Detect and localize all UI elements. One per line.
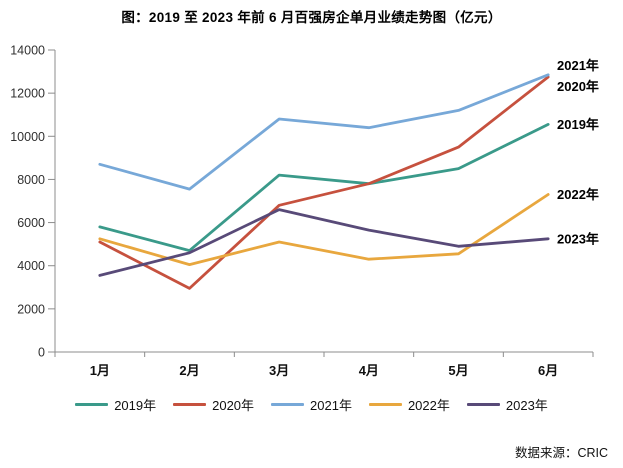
x-tick-label: 4月 (359, 363, 379, 378)
legend-label: 2023年 (505, 397, 548, 413)
y-tick-label: 14000 (10, 44, 45, 58)
series-line-2021年 (98, 73, 550, 191)
chart-legend: 2019年 2020年 2021年 2022年 2023年 (0, 394, 623, 414)
series-end-label-2019年: 2019年 (557, 117, 599, 132)
y-tick-label: 8000 (17, 173, 45, 187)
legend-item-2022年: 2022年 (368, 395, 450, 414)
y-tick-label: 6000 (17, 216, 45, 230)
series-end-label-2022年: 2022年 (557, 187, 599, 202)
chart-title: 图：2019 至 2023 年前 6 月百强房企单月业绩走势图（亿元） (121, 10, 502, 25)
x-tick-label: 5月 (448, 363, 468, 378)
data-source-note: 数据来源：CRIC (514, 446, 608, 460)
series-line-2023年 (98, 208, 550, 277)
y-tick-label: 0 (38, 346, 45, 360)
series-line-2022年 (98, 193, 550, 267)
legend-line-swatch (466, 402, 500, 406)
legend-line-swatch (271, 402, 305, 406)
y-tick-label: 4000 (17, 259, 45, 273)
legend-item-2023年: 2023年 (466, 395, 548, 414)
legend-label: 2022年 (407, 397, 450, 413)
legend-label: 2020年 (212, 397, 255, 413)
series-end-label-2021年: 2021年 (557, 58, 599, 73)
legend-label: 2021年 (310, 397, 352, 413)
legend-line-swatch (173, 402, 207, 406)
legend-line-swatch (368, 402, 402, 406)
y-tick-label: 2000 (17, 302, 45, 316)
legend-line-swatch (75, 402, 109, 406)
x-tick-label: 2月 (179, 363, 199, 378)
y-tick-label: 12000 (10, 87, 45, 101)
series-end-label-2023年: 2023年 (557, 231, 599, 246)
series-end-label-2020年: 2020年 (557, 79, 599, 94)
legend-item-2020年: 2020年 (173, 395, 254, 414)
y-tick-label: 10000 (10, 130, 45, 144)
legend-label: 2019年 (114, 397, 157, 413)
x-tick-label: 3月 (269, 363, 289, 378)
legend-item-2021年: 2021年 (271, 395, 352, 414)
series-line-2020年 (98, 75, 550, 290)
x-tick-label: 6月 (538, 363, 558, 378)
series-line-2019年 (98, 123, 550, 253)
legend-item-2019年: 2019年 (75, 395, 156, 414)
x-tick-label: 1月 (90, 363, 110, 378)
